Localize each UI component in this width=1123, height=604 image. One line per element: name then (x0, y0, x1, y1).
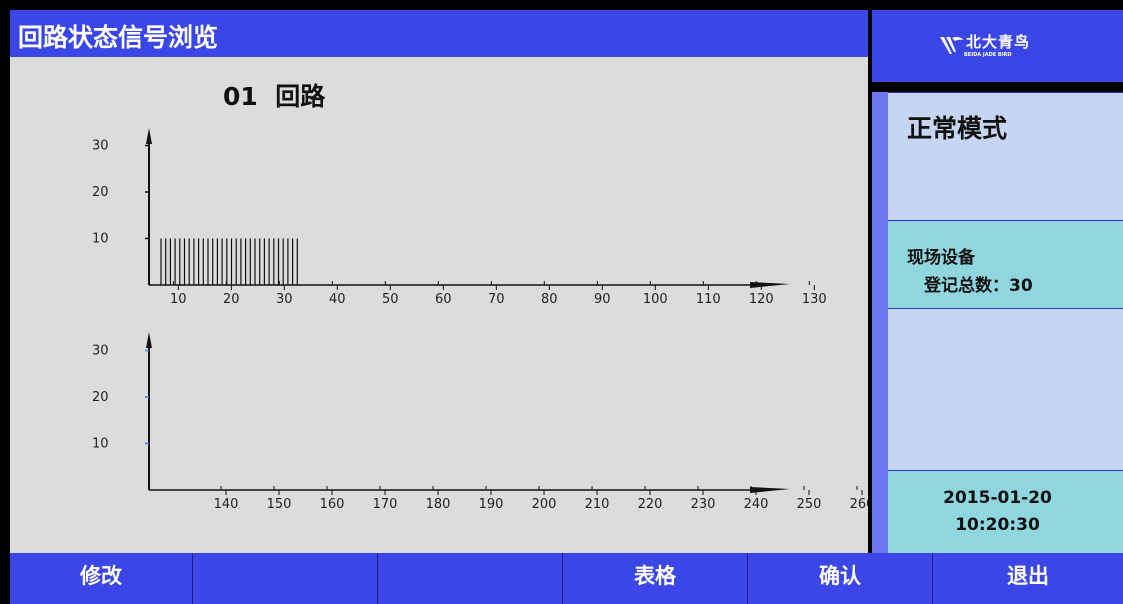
y-tick-label: 30 (92, 139, 109, 154)
modify-button[interactable]: 修改 (10, 553, 193, 604)
x-tick-label: 140 (214, 497, 239, 512)
x-tick-label: 250 (797, 497, 822, 512)
x-axis-arrow (750, 282, 790, 288)
exit-button[interactable]: 退出 (1007, 564, 1049, 588)
device-count-panel: 现场设备 登记总数：30 (872, 220, 1123, 308)
x-tick-label: 50 (382, 292, 399, 307)
sidebar: 北大青鸟 BEIDA JADE BIRD 正常模式 现场设备 登记总数：30 2… (868, 10, 1123, 553)
mode-panel: 正常模式 (872, 92, 1123, 220)
y-axis-arrow (146, 128, 152, 144)
y-tick-label: 20 (92, 390, 109, 405)
x-tick-label: 190 (479, 497, 504, 512)
y-tick-label: 30 (92, 344, 109, 359)
x-tick-label: 110 (696, 292, 721, 307)
screen: 回路状态信号浏览 01 回路 10 20 30 10 20 30 40 50 60 70 80 90 1… (10, 10, 1123, 604)
y-axis-arrow (146, 332, 152, 348)
x-tick-label: 170 (373, 497, 398, 512)
confirm-button[interactable]: 确认 (748, 553, 933, 604)
device-label: 现场设备 (907, 248, 975, 268)
x-tick-label: 230 (691, 497, 716, 512)
time-text: 10:20:30 (955, 515, 1040, 535)
x-tick-label: 210 (585, 497, 610, 512)
x-tick-label: 40 (329, 292, 346, 307)
x-tick-label: 30 (276, 292, 293, 307)
y-tick-label: 10 (92, 232, 109, 247)
x-tick-label: 60 (435, 292, 452, 307)
date-text: 2015-01-20 (943, 488, 1052, 508)
x-tick-label: 20 (223, 292, 240, 307)
table-button[interactable]: 表格 (563, 553, 748, 604)
x-tick-label: 130 (802, 292, 827, 307)
bottom-toolbar: 修改 表格 确认 退出 (10, 553, 1123, 604)
x-tick-label: 220 (638, 497, 663, 512)
mode-text: 正常模式 (907, 114, 1008, 143)
x-tick-label: 200 (532, 497, 557, 512)
title-bar: 回路状态信号浏览 (10, 10, 868, 57)
x-tick-label: 160 (320, 497, 345, 512)
datetime-panel: 2015-01-20 10:20:30 (872, 470, 1123, 553)
x-tick-label: 240 (744, 497, 769, 512)
x-tick-label: 80 (541, 292, 558, 307)
bird-logo-icon (940, 36, 963, 54)
device-count: 登记总数：30 (924, 276, 1033, 296)
x-tick-label: 120 (749, 292, 774, 307)
logo-subtext: BEIDA JADE BIRD (964, 52, 1012, 58)
logo-text: 北大青鸟 (966, 33, 1031, 51)
x-axis-arrow (750, 487, 790, 493)
x-tick-label: 90 (594, 292, 611, 307)
logo-panel: 北大青鸟 BEIDA JADE BIRD (872, 10, 1123, 82)
x-tick-label: 150 (267, 497, 292, 512)
x-tick-label: 180 (426, 497, 451, 512)
x-tick-label: 100 (643, 292, 668, 307)
loop-status-charts: 10 20 30 10 20 30 40 50 60 70 80 90 100 110 120 130 10 20… (92, 128, 868, 512)
sidebar-accent-strip (872, 92, 888, 553)
main-area: 回路状态信号浏览 01 回路 10 20 30 10 20 30 40 50 60 70 80 90 1… (10, 10, 868, 553)
empty-button-1[interactable] (193, 553, 378, 604)
x-tick-label: 70 (488, 292, 505, 307)
x-tick-label: 10 (170, 292, 187, 307)
blank-panel (872, 308, 1123, 470)
x-tick-label: 260 (850, 497, 868, 512)
y-tick-label: 10 (92, 437, 109, 452)
y-tick-label: 20 (92, 185, 109, 200)
loop-title: 01 回路 (223, 82, 326, 111)
page-title: 回路状态信号浏览 (18, 23, 219, 52)
empty-button-2[interactable] (378, 553, 563, 604)
